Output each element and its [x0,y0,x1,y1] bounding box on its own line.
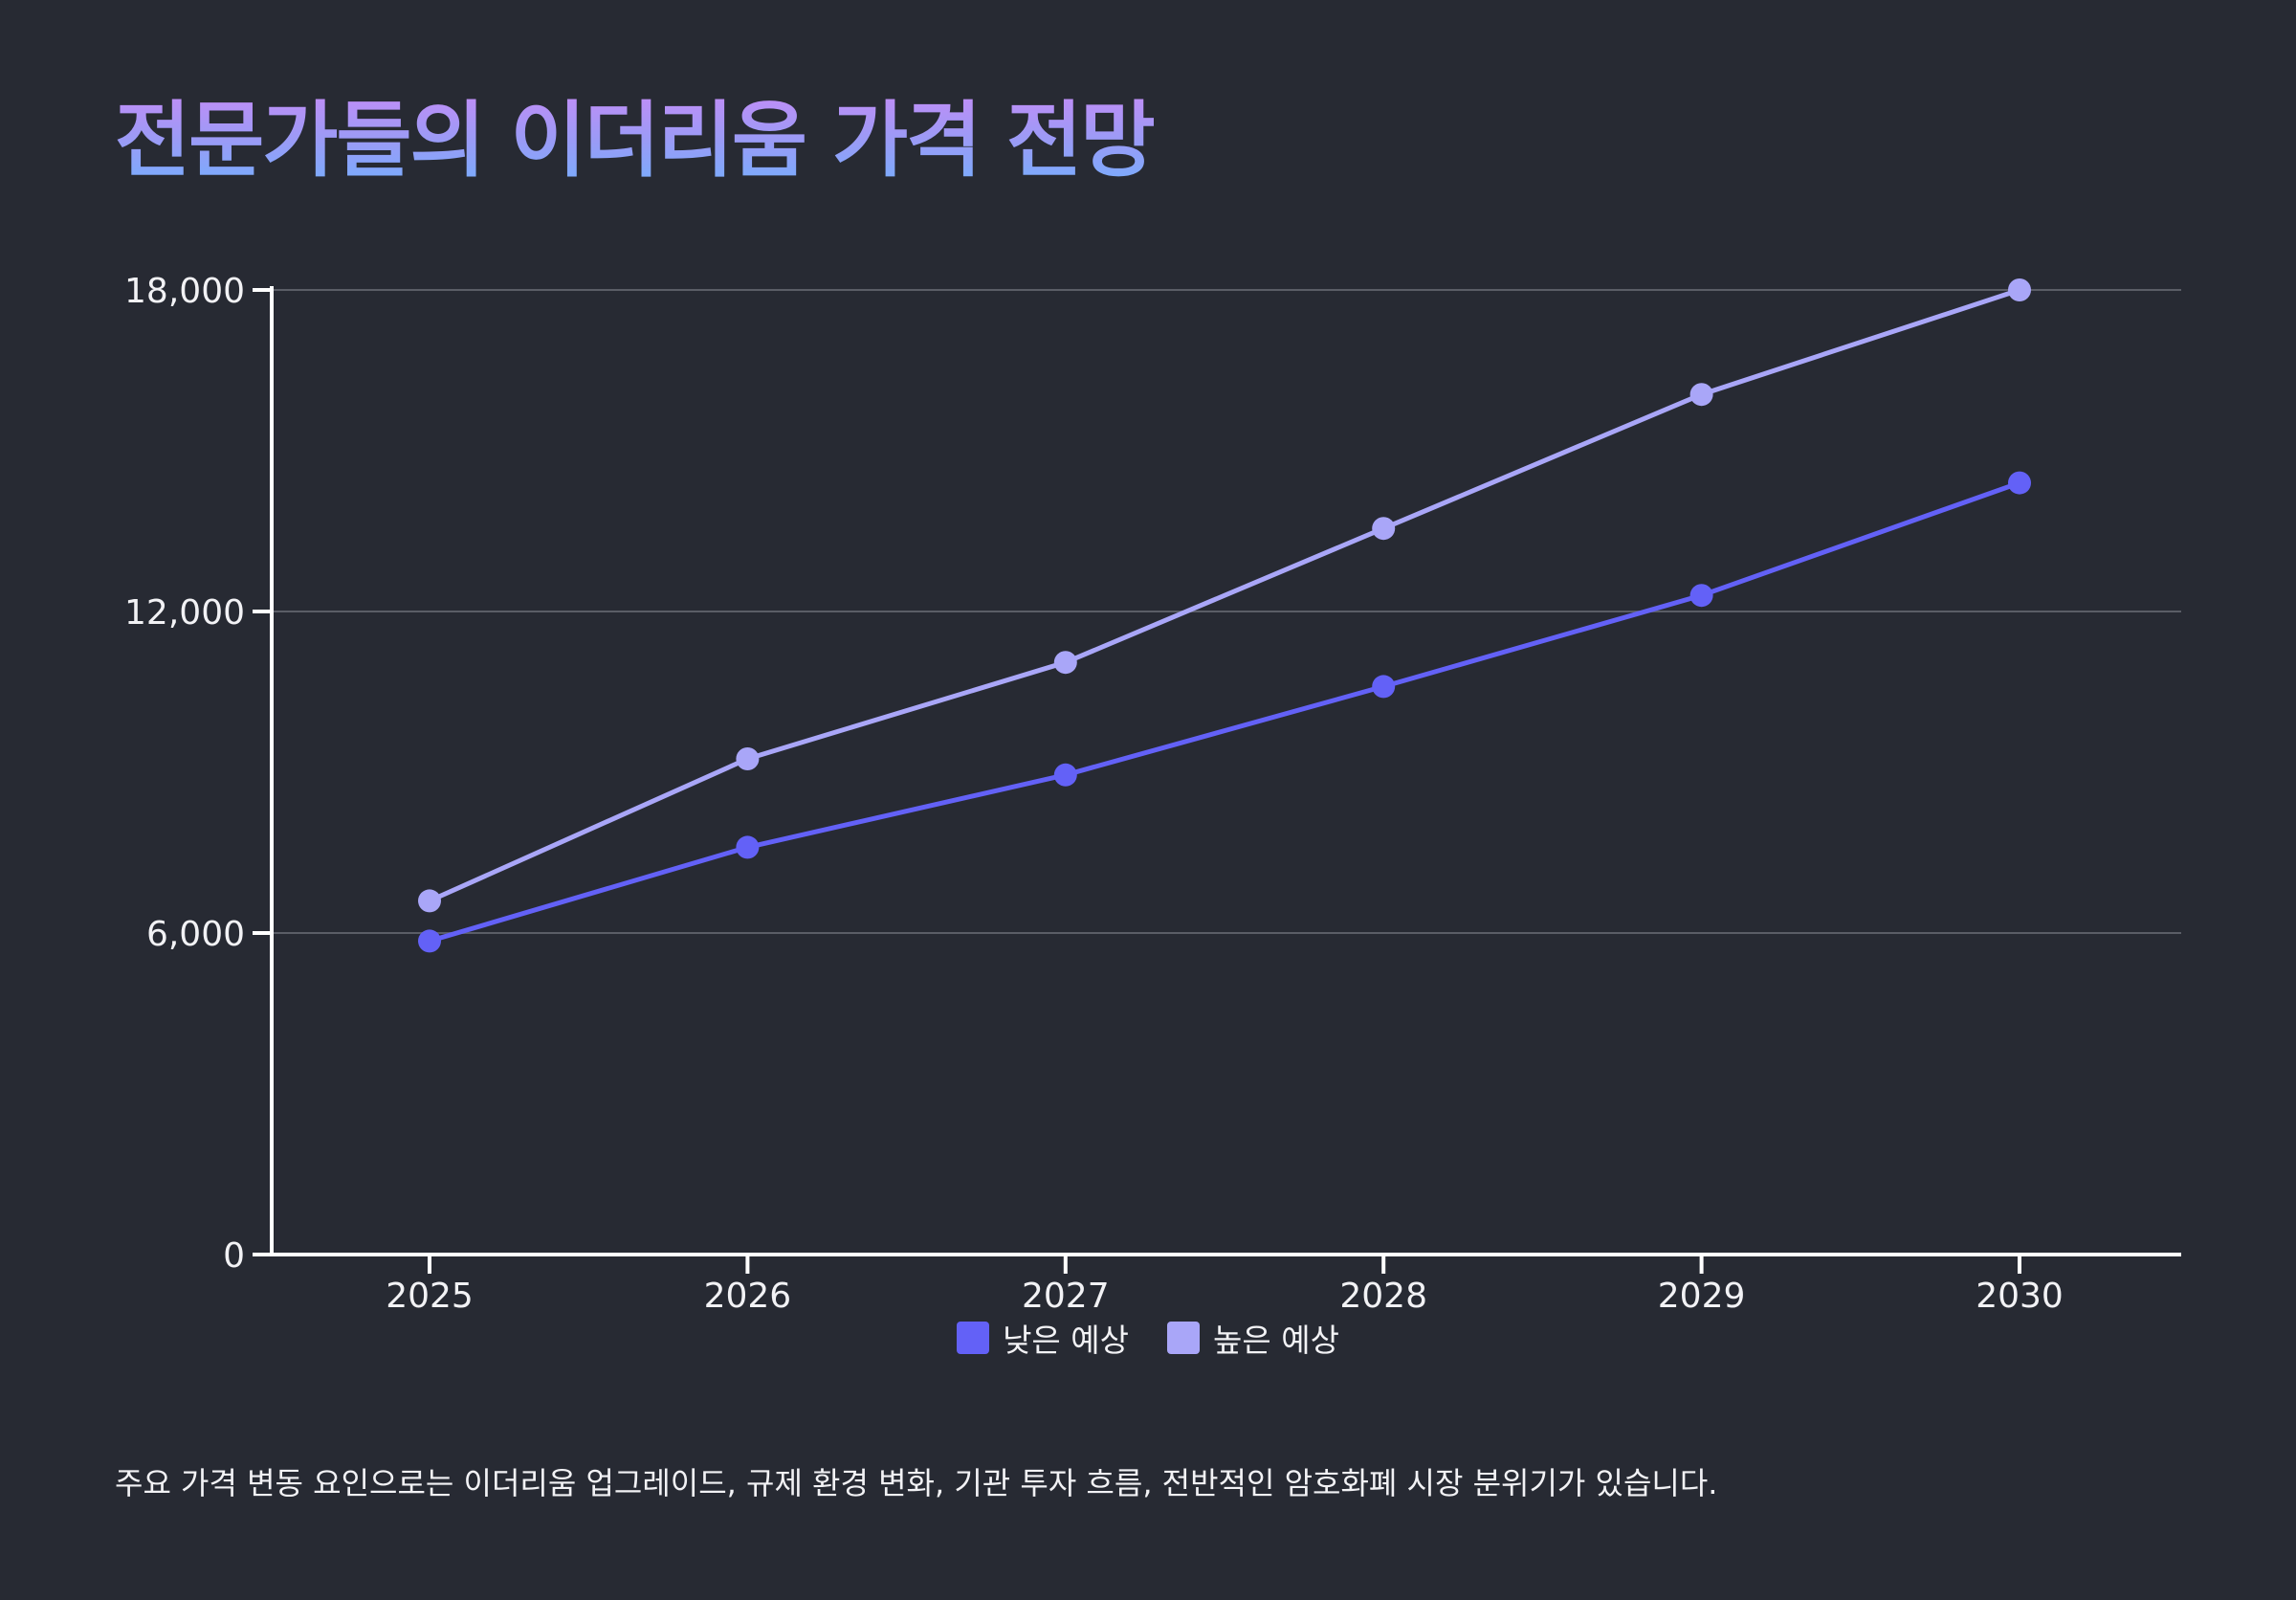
data-point [2008,278,2031,301]
tick-labels: 0 6,000 12,000 18,000 2025 2026 2027 2028 2029 20… [124,272,2064,1316]
data-point [736,835,760,859]
data-point [1689,584,1713,608]
y-tick-label: 6,000 [146,915,245,954]
data-point [2008,471,2031,495]
gridlines [272,289,2181,934]
data-point [418,889,441,913]
data-point [736,747,760,770]
x-tick-label: 2029 [1658,1277,1746,1316]
x-tick-label: 2025 [386,1277,474,1316]
legend: 낮은 예상 높은 예상 [0,1317,2296,1359]
data-point [418,929,441,953]
chart-title-container: 전문가들의 이더리움 가격 전망 [115,88,2181,203]
y-tick-label: 18,000 [124,272,245,311]
data-point [1372,517,1396,541]
series-line [427,480,2022,944]
series-lines [418,278,2031,953]
x-tick-label: 2027 [1022,1277,1110,1316]
x-tick-label: 2028 [1339,1277,1427,1316]
legend-item: 낮은 예상 [957,1315,1129,1361]
y-tick-label: 12,000 [124,593,245,633]
x-tick-label: 2026 [704,1277,792,1316]
legend-label: 높은 예상 [1213,1322,1339,1359]
y-tick-label: 0 [223,1236,245,1276]
series-line [427,287,2022,903]
chart-title: 전문가들의 이더리움 가격 전망 [115,88,1156,193]
series-0 [418,471,2031,953]
data-point [1689,383,1713,407]
footnote: 주요 가격 변동 요인으로는 이더리움 업그레이드, 규제 환경 변화, 기관 … [115,1465,1718,1501]
data-point [1372,675,1396,699]
series-1 [418,278,2031,913]
legend-swatch [1167,1322,1200,1354]
axes [253,286,2181,1274]
legend-label: 낮은 예상 [1003,1322,1129,1359]
data-point [1053,651,1077,675]
legend-item: 높은 예상 [1167,1315,1339,1361]
legend-swatch [957,1322,990,1354]
chart-area: 0 6,000 12,000 18,000 2025 2026 2027 2028 2029 20… [0,249,2296,1378]
x-tick-label: 2030 [1976,1277,2064,1316]
data-point [1053,763,1077,787]
line-chart: 0 6,000 12,000 18,000 2025 2026 2027 2028 2029 20… [124,272,2181,1316]
